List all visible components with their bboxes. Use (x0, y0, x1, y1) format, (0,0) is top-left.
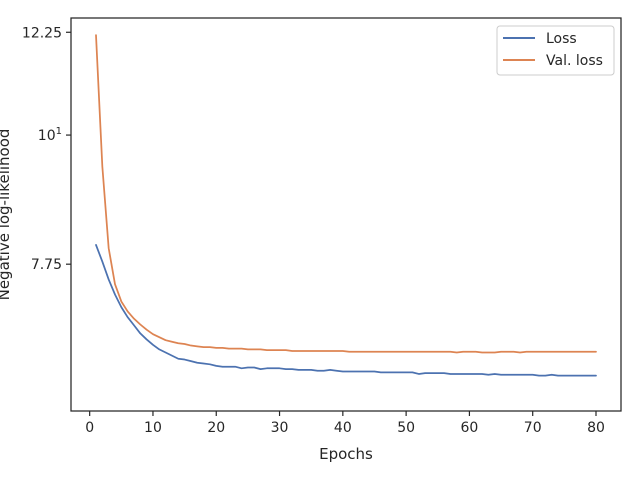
x-axis: 0 10 20 30 40 50 60 70 80 (85, 411, 605, 436)
series-layer (95, 34, 597, 377)
y-tick-label: 7.75 (31, 257, 62, 273)
x-tick-label: 40 (334, 420, 352, 436)
x-tick-label: 30 (271, 420, 289, 436)
y-tick-label: 12.25 (22, 25, 62, 41)
legend-label-loss: Loss (546, 31, 577, 47)
series-line-loss (95, 244, 597, 377)
x-axis-label: Epochs (319, 445, 373, 463)
plot-frame (70, 17, 622, 412)
x-tick-label: 20 (207, 420, 225, 436)
x-tick-label: 50 (397, 420, 415, 436)
y-axis-label: Negative log-likelihood (0, 129, 13, 301)
series-line-val-loss (95, 34, 597, 354)
x-tick-label: 70 (524, 420, 542, 436)
y-axis: 12.25 101 7.75 (22, 25, 71, 273)
x-tick-label: 60 (461, 420, 479, 436)
x-tick-label: 10 (144, 420, 162, 436)
legend: Loss Val. loss (496, 25, 615, 76)
plot-area (71, 18, 621, 411)
x-tick-label: 0 (85, 420, 94, 436)
legend-label-val-loss: Val. loss (546, 53, 603, 69)
x-tick-label: 80 (587, 420, 605, 436)
y-tick-label: 101 (38, 126, 62, 144)
